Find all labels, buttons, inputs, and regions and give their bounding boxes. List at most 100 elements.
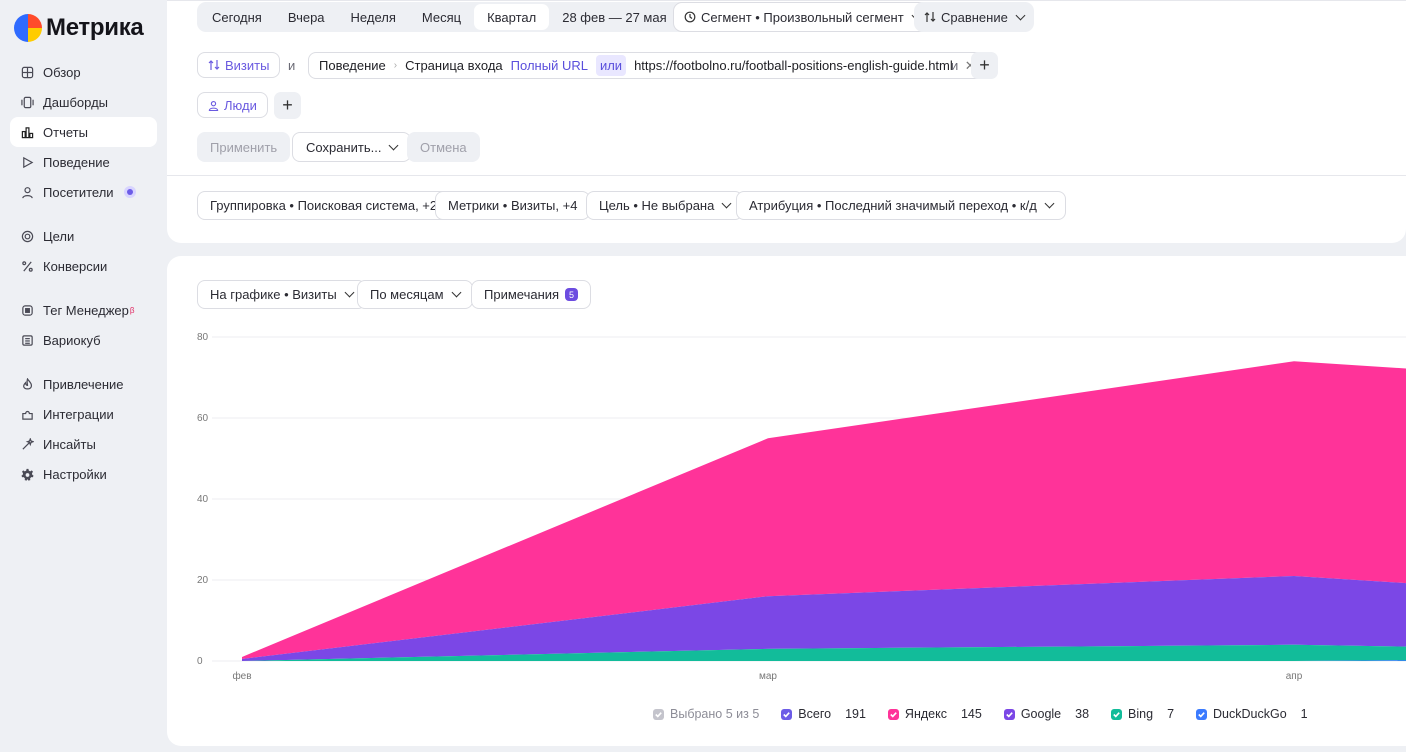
- chart-period-select[interactable]: По месяцам: [357, 280, 473, 309]
- area-series-яндекс: [242, 361, 1406, 659]
- legend-item-value: 1: [1300, 707, 1308, 721]
- sidebar-item-reports[interactable]: Отчеты: [10, 117, 157, 147]
- chart-legend: Выбрано 5 из 5 Всего 191 Яндекс 145 Goog…: [653, 706, 1330, 722]
- notes-button[interactable]: Примечания 5: [471, 280, 592, 309]
- legend-item-yandex[interactable]: Яндекс 145: [887, 707, 982, 721]
- checkbox-icon: [1196, 708, 1208, 720]
- beta-badge: β: [129, 305, 135, 315]
- y-tick-label: 0: [197, 656, 203, 667]
- filter-url-value: https://footbolno.ru/football-positions-…: [634, 58, 953, 73]
- plus-icon: +: [282, 95, 293, 115]
- apply-button[interactable]: Применить: [197, 132, 291, 162]
- goal-select[interactable]: Цель • Не выбрана: [586, 191, 744, 220]
- people-label: Люди: [224, 97, 257, 113]
- grouping-button[interactable]: Группировка • Поисковая система, +2: [197, 191, 451, 220]
- sidebar-item-behavior[interactable]: Поведение: [10, 147, 157, 177]
- visits-filter-chip[interactable]: Визиты: [197, 52, 281, 78]
- or-operator[interactable]: или: [595, 55, 627, 76]
- sidebar-item-label: Тег Менеджер: [43, 302, 129, 318]
- legend-item-duckduckgo[interactable]: DuckDuckGo 1: [1196, 707, 1308, 721]
- compare-label: Сравнение: [941, 9, 1008, 25]
- sidebar-item-label: Цели: [43, 228, 75, 244]
- cancel-button[interactable]: Отмена: [407, 132, 480, 162]
- date-range-picker[interactable]: 28 фев — 27 мая: [549, 4, 695, 30]
- plus-icon: +: [979, 55, 990, 75]
- logo[interactable]: Метрика: [14, 14, 144, 42]
- legend-item-name: Всего: [798, 707, 832, 721]
- chevron-down-icon: [388, 140, 399, 150]
- add-people-filter-button[interactable]: +: [274, 92, 301, 119]
- gear-icon: [20, 467, 34, 481]
- segment-button[interactable]: Сегмент • Произвольный сегмент: [673, 2, 931, 32]
- people-filter-chip[interactable]: Люди: [197, 92, 268, 118]
- legend-item-total[interactable]: Всего 191: [781, 707, 866, 721]
- sidebar-item-settings[interactable]: Настройки: [10, 459, 157, 489]
- flame-icon: [20, 377, 34, 391]
- behavior-filter-chip[interactable]: Поведение › Страница входа Полный URL ил…: [308, 52, 985, 79]
- area-chart: 0 20 40 60 80 фев мар апр: [197, 332, 1406, 682]
- play-icon: [20, 155, 34, 169]
- period-month[interactable]: Месяц: [421, 9, 462, 25]
- legend-item-bing[interactable]: Bing 7: [1111, 707, 1174, 721]
- sidebar-item-label: Обзор: [43, 64, 81, 80]
- x-tick-label: мар: [759, 671, 777, 682]
- sidebar-item-label: Привлечение: [43, 376, 124, 392]
- sidebar-item-tag-manager[interactable]: Тег Менеджер β: [10, 295, 157, 325]
- user-icon: [20, 185, 34, 199]
- metrics-button[interactable]: Метрики • Визиты, +4: [435, 191, 591, 220]
- chart-period-label: По месяцам: [370, 287, 444, 302]
- checkbox-icon: [653, 708, 664, 720]
- grid-icon: [20, 65, 34, 79]
- sidebar-item-insights[interactable]: Инсайты: [10, 429, 157, 459]
- y-tick-label: 40: [197, 494, 209, 505]
- sidebar-item-goals[interactable]: Цели: [10, 221, 157, 251]
- chart-metric-select[interactable]: На графике • Визиты: [197, 280, 366, 309]
- filter-path-entry-page: Страница входа: [405, 58, 503, 73]
- notes-count-badge: 5: [565, 288, 579, 301]
- sidebar-item-variocube[interactable]: Вариокуб: [10, 325, 157, 355]
- sidebar-item-visitors[interactable]: Посетители: [10, 177, 157, 207]
- sidebar-item-label: Интеграции: [43, 406, 114, 422]
- close-icon[interactable]: ✕: [965, 58, 976, 74]
- sidebar-item-label: Вариокуб: [43, 332, 101, 348]
- add-filter-button[interactable]: +: [971, 52, 998, 79]
- sidebar-item-conversions[interactable]: Конверсии: [10, 251, 157, 281]
- sidebar-item-overview[interactable]: Обзор: [10, 57, 157, 87]
- period-week[interactable]: Неделя: [350, 9, 396, 25]
- x-tick-label: фев: [232, 670, 251, 682]
- metrika-logo-icon: [14, 14, 42, 42]
- tag-icon: [20, 303, 34, 317]
- checkbox-icon: [887, 708, 899, 720]
- attribution-select[interactable]: Атрибуция • Последний значимый переход •…: [736, 191, 1066, 220]
- save-button[interactable]: Сохранить...: [292, 132, 412, 162]
- filter-field: Полный URL: [510, 58, 588, 73]
- checkbox-icon: [781, 708, 793, 720]
- legend-item-google[interactable]: Google 38: [1003, 707, 1089, 721]
- legend-item-name: Bing: [1128, 707, 1154, 721]
- sparkle-icon: [20, 437, 34, 451]
- y-tick-label: 20: [197, 575, 209, 586]
- sidebar-item-acquisition[interactable]: Привлечение: [10, 369, 157, 399]
- legend-item-name: DuckDuckGo: [1213, 707, 1287, 721]
- chart-metric-label: На графике • Визиты: [210, 287, 337, 302]
- y-tick-label: 60: [197, 413, 209, 424]
- date-range-text: 28 фев — 27 мая: [562, 9, 667, 25]
- sidebar-item-label: Отчеты: [43, 124, 88, 140]
- period-yesterday[interactable]: Вчера: [287, 9, 325, 25]
- goal-label: Цель • Не выбрана: [599, 198, 715, 213]
- period-quarter[interactable]: Квартал: [474, 4, 550, 30]
- cube-icon: [20, 333, 34, 347]
- sidebar-item-dashboards[interactable]: Дашборды: [10, 87, 157, 117]
- new-dot-badge: [123, 186, 136, 198]
- segment-clock-icon: [684, 11, 696, 23]
- chart-panel: На графике • Визиты По месяцам Примечани…: [167, 256, 1406, 746]
- legend-selected-count[interactable]: Выбрано 5 из 5: [653, 707, 759, 721]
- sidebar-item-integrations[interactable]: Интеграции: [10, 399, 157, 429]
- compare-button[interactable]: Сравнение: [914, 2, 1034, 32]
- visits-label: Визиты: [225, 57, 270, 73]
- y-tick-label: 80: [197, 332, 209, 343]
- dashboard-icon: [20, 95, 34, 109]
- period-today[interactable]: Сегодня: [212, 9, 262, 25]
- compare-icon: [924, 11, 936, 23]
- checkbox-icon: [1111, 708, 1123, 720]
